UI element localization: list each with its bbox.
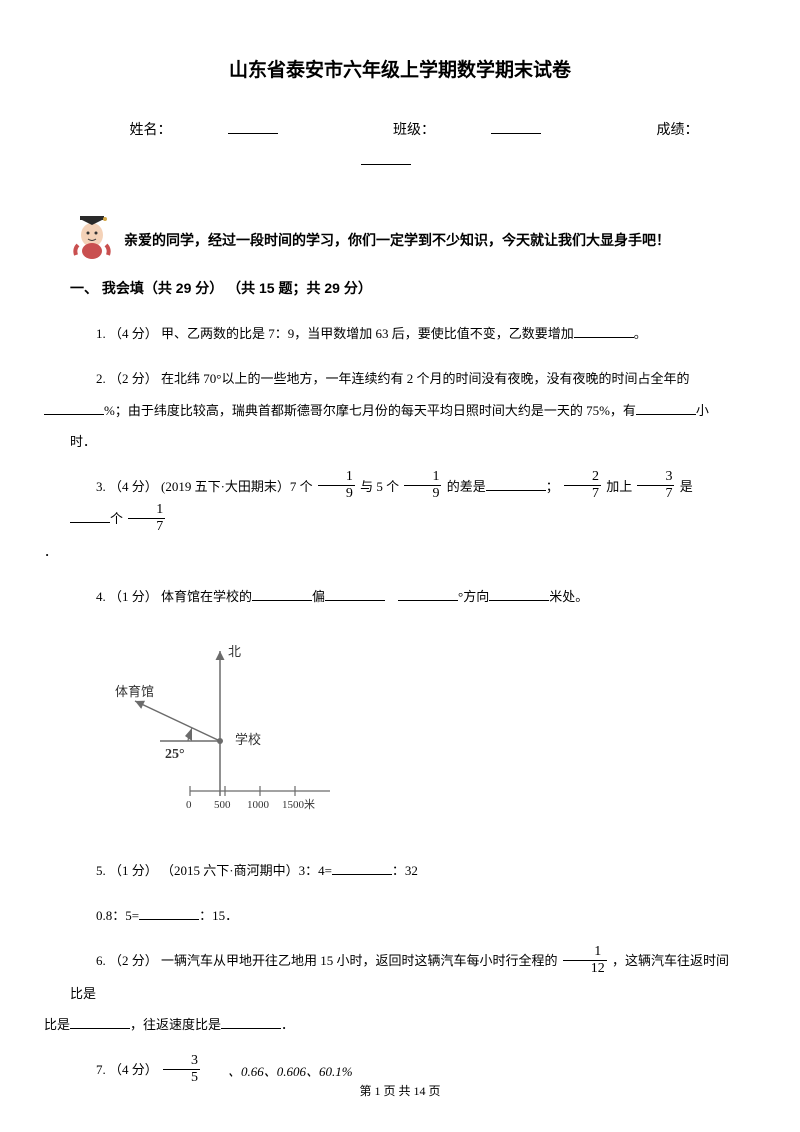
fraction-2-7: 27 [564, 470, 601, 501]
compass-diagram: 北 体育馆 学校 25° 0 500 1000 1500米 [110, 636, 370, 826]
fraction-3-7: 37 [637, 470, 674, 501]
mascot-icon [70, 207, 114, 261]
north-label: 北 [228, 644, 241, 659]
student-info-row: 姓名： 班级： 成绩： [70, 116, 730, 178]
page-title: 山东省泰安市六年级上学期数学期末试卷 [70, 50, 730, 92]
fraction-1-7: 17 [128, 503, 165, 534]
greeting-text: 亲爱的同学，经过一段时间的学习，你们一定学到不少知识，今天就让我们大显身手吧！ [124, 227, 670, 262]
greeting-row: 亲爱的同学，经过一段时间的学习，你们一定学到不少知识，今天就让我们大显身手吧！ [70, 207, 730, 261]
section-1-header: 一、 我会填（共 29 分） （共 15 题；共 29 分） [70, 273, 730, 304]
question-5-line2: 0.8：5=：15． [70, 900, 730, 931]
fraction-1-12: 112 [563, 945, 607, 976]
svg-text:0: 0 [186, 799, 192, 811]
school-label: 学校 [235, 732, 261, 747]
question-6: 6. （2 分） 一辆汽车从甲地开往乙地用 15 小时，返回时这辆汽车每小时行全… [70, 945, 730, 1040]
question-3: 3. （4 分） (2019 五下·大田期末）7 个 19 与 5 个 19 的… [70, 471, 730, 567]
fraction-1-9: 19 [318, 470, 355, 501]
question-4: 4. （1 分） 体育馆在学校的偏 °方向米处。 [70, 581, 730, 612]
question-1: 1. （4 分） 甲、乙两数的比是 7：9，当甲数增加 63 后，要使比值不变，… [70, 318, 730, 349]
class-field: 班级： [365, 123, 569, 138]
svg-text:500: 500 [214, 799, 231, 811]
svg-text:1000: 1000 [247, 799, 270, 811]
svg-text:1500米: 1500米 [282, 798, 315, 811]
angle-label: 25° [165, 747, 185, 762]
name-field: 姓名： [102, 123, 306, 138]
question-2: 2. （2 分） 在北纬 70°以上的一些地方，一年连续约有 2 个月的时间没有… [70, 363, 730, 457]
fraction-1-9: 19 [404, 470, 441, 501]
question-5: 5. （1 分） （2015 六下·商河期中）3：4=：32 [70, 855, 730, 886]
page-footer: 第 1 页 共 14 页 [0, 1078, 800, 1104]
stadium-label: 体育馆 [115, 684, 154, 699]
